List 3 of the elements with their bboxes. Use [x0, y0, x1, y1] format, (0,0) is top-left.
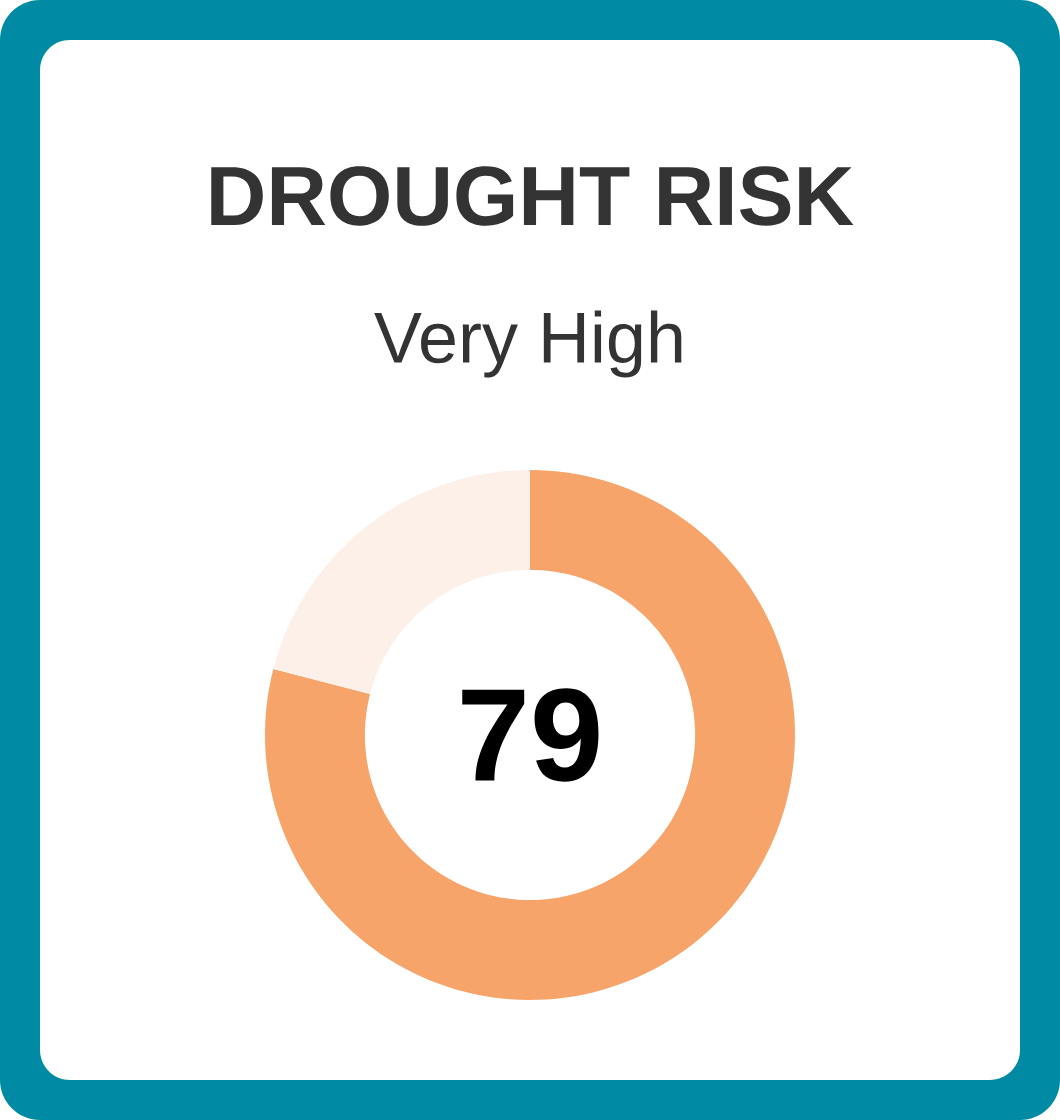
- text: 79: [462, 688, 599, 782]
- chart-title: DROUGHT RISK: [211, 166, 854, 226]
- chart-subtitle: Very High: [374, 310, 682, 378]
